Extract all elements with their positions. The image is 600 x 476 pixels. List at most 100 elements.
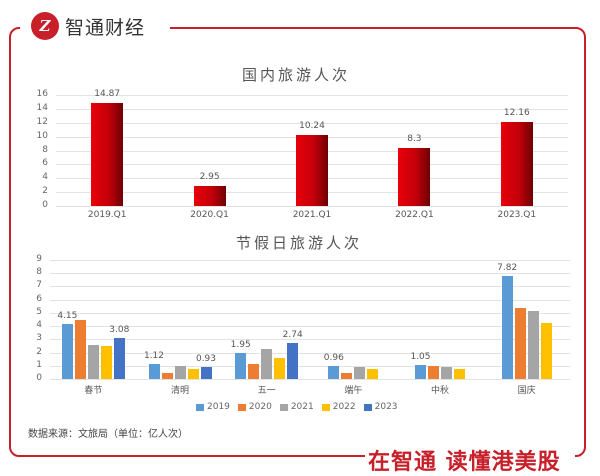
- source-note: 数据来源：文旅局（单位：亿人次）: [28, 429, 188, 440]
- x-tick-label: 2021.Q1: [292, 210, 332, 220]
- bar-2020: [74, 319, 86, 379]
- legend-item-2023: 2023: [363, 402, 398, 412]
- legend-swatch: [196, 403, 204, 411]
- brand-slogan: 在智通 读懂港美股: [368, 450, 561, 475]
- bar: [500, 121, 533, 206]
- bar-2021: [527, 310, 539, 379]
- gridline: [50, 299, 570, 301]
- brand-name: 智通财经: [65, 16, 146, 39]
- legend-swatch: [321, 403, 330, 411]
- bar-2022: [367, 368, 379, 379]
- x-tick-label: 2020.Q1: [190, 210, 229, 220]
- gridline: [56, 206, 568, 207]
- bar-2022: [540, 323, 552, 379]
- data-label: 14.87: [94, 88, 121, 99]
- y-tick-label: 12: [36, 116, 48, 127]
- y-tick-label: 16: [36, 89, 48, 99]
- domestic-tourism-chart: 0 2 4 6 8 10 12 14 16 14.87 2019.Q1 2.95 2020.Q1 10.2…: [37, 89, 568, 220]
- bar-2019: [235, 353, 247, 379]
- gridline: [50, 379, 570, 380]
- gridline: [56, 95, 568, 96]
- legend-label: 2019: [207, 402, 230, 412]
- x-tick-label: 2023.Q1: [497, 210, 537, 220]
- chart1-title: 国内旅游人次: [242, 66, 351, 84]
- legend-swatch: [237, 403, 246, 411]
- x-tick-label: 五一: [257, 386, 276, 396]
- bar-2022: [454, 369, 465, 379]
- bar-2019: [501, 275, 513, 379]
- x-tick-label: 春节: [84, 386, 103, 396]
- bar-2021: [174, 365, 186, 379]
- bar-2021: [261, 348, 273, 379]
- y-tick-label: 0: [36, 373, 42, 383]
- legend-label: 2021: [290, 402, 314, 412]
- gridline: [50, 365, 570, 367]
- y-tick-label: 2: [42, 186, 48, 197]
- y-tick-label: 10: [36, 130, 48, 141]
- data-label: 7.82: [497, 262, 518, 273]
- y-tick-label: 8: [42, 144, 48, 155]
- data-label: 10.24: [299, 120, 325, 131]
- bar-2022: [187, 369, 199, 379]
- brand-logo-icon: Z: [31, 12, 59, 40]
- bar-2020: [161, 373, 173, 379]
- legend-label: 2023: [374, 402, 398, 412]
- legend-swatch: [279, 403, 288, 411]
- legend-item-2021: 2021: [279, 402, 314, 412]
- gridline: [50, 260, 570, 261]
- holiday-tourism-chart: 0 1 2 3 4 5 6 7 8 9 4.15 3.08 春节 1.12 0.93 清明 1.95 2.74 五一…: [36, 254, 570, 396]
- gridline: [50, 286, 570, 288]
- data-label: 2.74: [282, 329, 303, 340]
- bar-2021: [354, 367, 366, 379]
- legend-swatch: [363, 403, 372, 411]
- chart2-legend: 2019 2020 2021 2022 2023: [196, 402, 398, 412]
- data-label: 1.12: [143, 351, 165, 362]
- y-tick-label: 1: [36, 359, 42, 370]
- bar-2021: [87, 345, 99, 379]
- bar-2020: [514, 307, 526, 379]
- bar-2019: [148, 364, 160, 379]
- bar-2022: [274, 357, 286, 379]
- chart2-title: 节假日旅游人次: [236, 234, 363, 252]
- gridline: [56, 122, 568, 124]
- data-label: 1.05: [410, 352, 431, 363]
- bar-2022: [100, 345, 112, 379]
- y-tick-label: 6: [42, 158, 48, 169]
- bar-2023: [113, 338, 125, 379]
- y-tick-label: 0: [42, 200, 48, 210]
- bar-2019: [328, 366, 340, 379]
- y-tick-label: 6: [36, 293, 42, 304]
- bar-2023: [200, 366, 212, 379]
- y-tick-label: 2: [36, 346, 42, 357]
- gridline: [50, 352, 570, 354]
- bar-2023: [287, 342, 299, 379]
- data-label: 0.96: [323, 353, 344, 364]
- x-tick-label: 清明: [170, 386, 189, 396]
- y-tick-label: 5: [36, 306, 42, 317]
- gridline: [50, 326, 570, 328]
- bar: [91, 102, 124, 206]
- x-tick-label: 国庆: [517, 386, 536, 396]
- content-frame: [9, 27, 586, 457]
- x-tick-label: 2019.Q1: [87, 210, 127, 220]
- bar: [193, 185, 226, 206]
- bar-2019: [415, 365, 426, 379]
- y-tick-label: 7: [36, 280, 42, 291]
- x-tick-label: 端午: [344, 386, 363, 396]
- bar: [296, 134, 328, 206]
- gridline: [50, 312, 570, 314]
- bar-2020: [248, 363, 260, 379]
- bar-2020: [341, 372, 353, 379]
- legend-label: 2020: [248, 402, 272, 412]
- legend-item-2022: 2022: [321, 402, 356, 412]
- legend-label: 2022: [332, 402, 356, 412]
- data-label: 12.16: [503, 107, 530, 118]
- legend-item-2019: 2019: [196, 402, 230, 412]
- x-tick-label: 2022.Q1: [395, 210, 434, 220]
- legend-item-2020: 2020: [237, 402, 272, 412]
- y-tick-label: 8: [36, 267, 42, 278]
- data-label: 3.08: [109, 325, 130, 336]
- gridline: [56, 108, 568, 110]
- y-tick-label: 3: [36, 333, 42, 344]
- y-tick-label: 4: [36, 320, 42, 331]
